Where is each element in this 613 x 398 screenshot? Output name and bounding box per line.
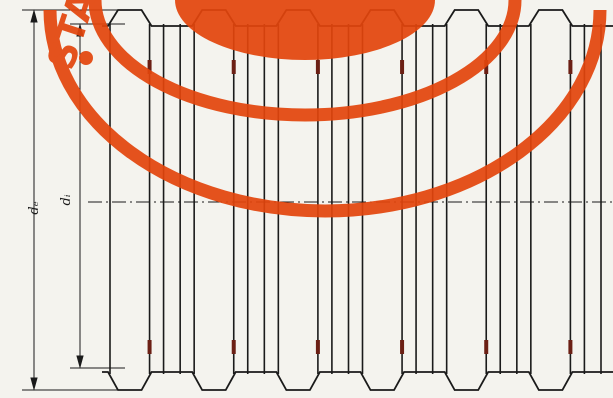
- outer-diameter-label: dₑ: [27, 201, 42, 214]
- wall-accent-mark: [315, 60, 320, 74]
- wall-accent-mark: [568, 60, 573, 74]
- wall-accent-mark: [568, 340, 573, 354]
- wall-accent-mark: [231, 60, 236, 74]
- wall-accent-mark: [231, 340, 236, 354]
- wall-accent-mark: [147, 60, 152, 74]
- wall-accent-mark: [400, 340, 405, 354]
- wall-accent-mark: [484, 60, 489, 74]
- bottom-corrugation-profile: [102, 371, 613, 391]
- wall-accent-marks: [147, 60, 573, 354]
- wall-accent-mark: [147, 340, 152, 354]
- wall-accent-mark: [484, 340, 489, 354]
- inner-diameter-label: dᵢ: [59, 194, 74, 205]
- wall-accent-mark: [400, 60, 405, 74]
- outer-diameter-dimension: [22, 9, 120, 391]
- wall-accent-mark: [315, 340, 320, 354]
